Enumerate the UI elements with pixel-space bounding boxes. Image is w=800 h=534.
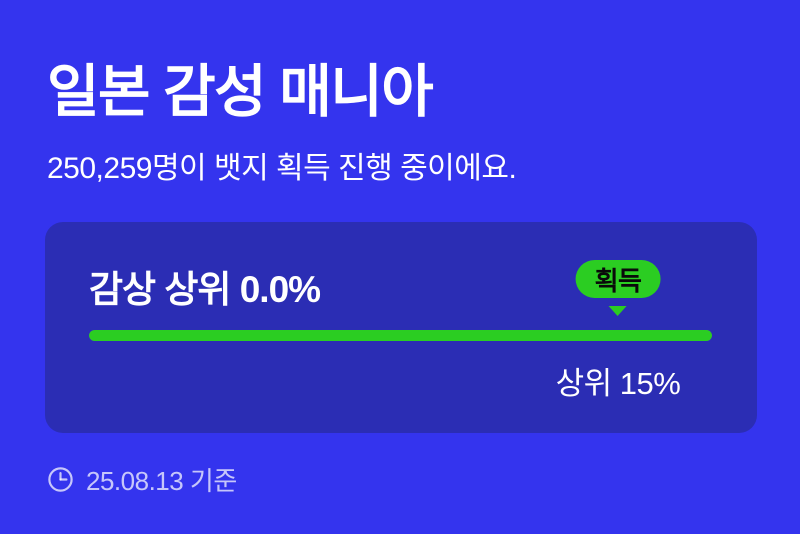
- participant-count-text: 250,259명이 뱃지 획득 진행 중이에요.: [47, 152, 517, 185]
- progress-card: 감상 상위 0.0% 획득 상위 15%: [45, 222, 757, 433]
- date-label: 25.08.13 기준: [86, 466, 237, 496]
- arrow-down-icon: [609, 306, 627, 316]
- page-title: 일본 감성 매니아: [47, 60, 434, 124]
- date-footer: 25.08.13 기준: [46, 461, 237, 498]
- acquire-badge-pill: 획득: [575, 260, 661, 298]
- threshold-label: 상위 15%: [555, 366, 681, 401]
- clock-icon: [48, 467, 73, 492]
- progress-card-title: 감상 상위 0.0%: [89, 269, 321, 310]
- progress-bar-fill: [89, 330, 712, 341]
- progress-bar-track: [89, 330, 712, 341]
- badge-threshold-marker: 획득: [575, 260, 661, 316]
